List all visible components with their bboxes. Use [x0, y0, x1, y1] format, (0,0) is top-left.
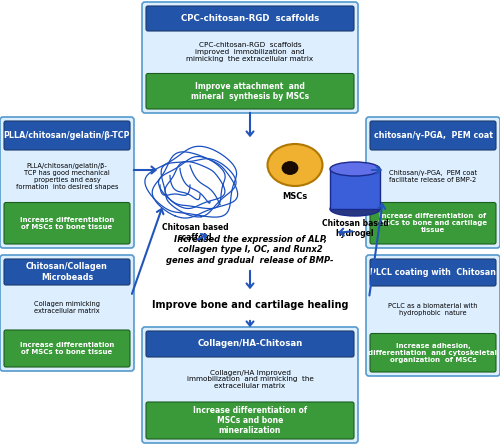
Ellipse shape [282, 161, 298, 175]
Text: MSCs: MSCs [282, 192, 308, 201]
FancyBboxPatch shape [146, 402, 354, 439]
FancyBboxPatch shape [370, 333, 496, 372]
Text: Increase differentiation  of
MSCs to bone and cartilage
tissue: Increase differentiation of MSCs to bone… [378, 213, 488, 233]
Text: Chitosan based
scaffold: Chitosan based scaffold [162, 223, 228, 242]
FancyBboxPatch shape [146, 73, 354, 109]
FancyBboxPatch shape [142, 327, 358, 443]
Text: Increase differentiation of
MSCs and bone
mineralization: Increase differentiation of MSCs and bon… [193, 405, 307, 435]
Text: CPC-chitosan-RGD  scaffolds: CPC-chitosan-RGD scaffolds [181, 14, 319, 23]
Text: PLLA/chitosan/gelatin/β-
TCP has good mechanical
properties and easy
formation  : PLLA/chitosan/gelatin/β- TCP has good me… [16, 163, 118, 190]
Text: CPC-chitosan-RGD  scaffolds
improved  immobilization  and
mimicking  the extrace: CPC-chitosan-RGD scaffolds improved immo… [186, 42, 314, 62]
FancyBboxPatch shape [4, 259, 130, 285]
FancyBboxPatch shape [366, 255, 500, 376]
FancyBboxPatch shape [4, 330, 130, 367]
FancyBboxPatch shape [4, 121, 130, 150]
Text: Collagen/HA-Chitosan: Collagen/HA-Chitosan [198, 340, 302, 349]
Text: chitosan/γ-PGA,  PEM coat: chitosan/γ-PGA, PEM coat [374, 131, 492, 140]
Text: PCLC as a biomaterial with
hydrophobic  nature: PCLC as a biomaterial with hydrophobic n… [388, 303, 478, 316]
FancyBboxPatch shape [370, 202, 496, 244]
Text: Chitosan/γ-PGA,  PEM coat
facilitate release of BMP-2: Chitosan/γ-PGA, PEM coat facilitate rele… [389, 170, 477, 183]
Text: Chitosan based
hydrogel: Chitosan based hydrogel [322, 219, 388, 238]
FancyBboxPatch shape [366, 117, 500, 248]
Text: Increase differentiation
of MSCs to bone tissue: Increase differentiation of MSCs to bone… [20, 342, 114, 355]
FancyBboxPatch shape [4, 202, 130, 244]
FancyBboxPatch shape [146, 6, 354, 31]
Bar [330, 169, 380, 209]
Text: PLLA/chitosan/gelatin/β-TCP: PLLA/chitosan/gelatin/β-TCP [4, 131, 130, 140]
Text: Collagen mimicking
extracellular matrix: Collagen mimicking extracellular matrix [34, 301, 100, 314]
Text: Increased the expression of ALP,
collagen type I, OC, and Runx2
genes and gradua: Increased the expression of ALP, collage… [166, 235, 334, 265]
FancyBboxPatch shape [142, 2, 358, 113]
Text: PLCL coating with  Chitosan: PLCL coating with Chitosan [370, 268, 496, 277]
FancyBboxPatch shape [146, 331, 354, 357]
Text: Chitosan/Collagen
Microbeads: Chitosan/Collagen Microbeads [26, 262, 108, 282]
FancyBboxPatch shape [0, 255, 134, 371]
FancyBboxPatch shape [370, 121, 496, 150]
Ellipse shape [330, 202, 380, 216]
FancyBboxPatch shape [370, 259, 496, 286]
Text: Collagen/HA Improved
immobilization  and mimicking  the
extracellular matrix: Collagen/HA Improved immobilization and … [186, 370, 314, 389]
FancyBboxPatch shape [0, 117, 134, 248]
Text: Increase adhesion,
differentiation  and cytoskeletal
organization  of MSCs: Increase adhesion, differentiation and c… [368, 343, 498, 363]
Ellipse shape [268, 144, 322, 186]
Text: Improve attachment  and
mineral  synthesis by MSCs: Improve attachment and mineral synthesis… [191, 82, 309, 101]
Text: Improve bone and cartilage healing: Improve bone and cartilage healing [152, 300, 348, 310]
Text: Increase differentiation
of MSCs to bone tissue: Increase differentiation of MSCs to bone… [20, 217, 114, 230]
Ellipse shape [330, 162, 380, 176]
